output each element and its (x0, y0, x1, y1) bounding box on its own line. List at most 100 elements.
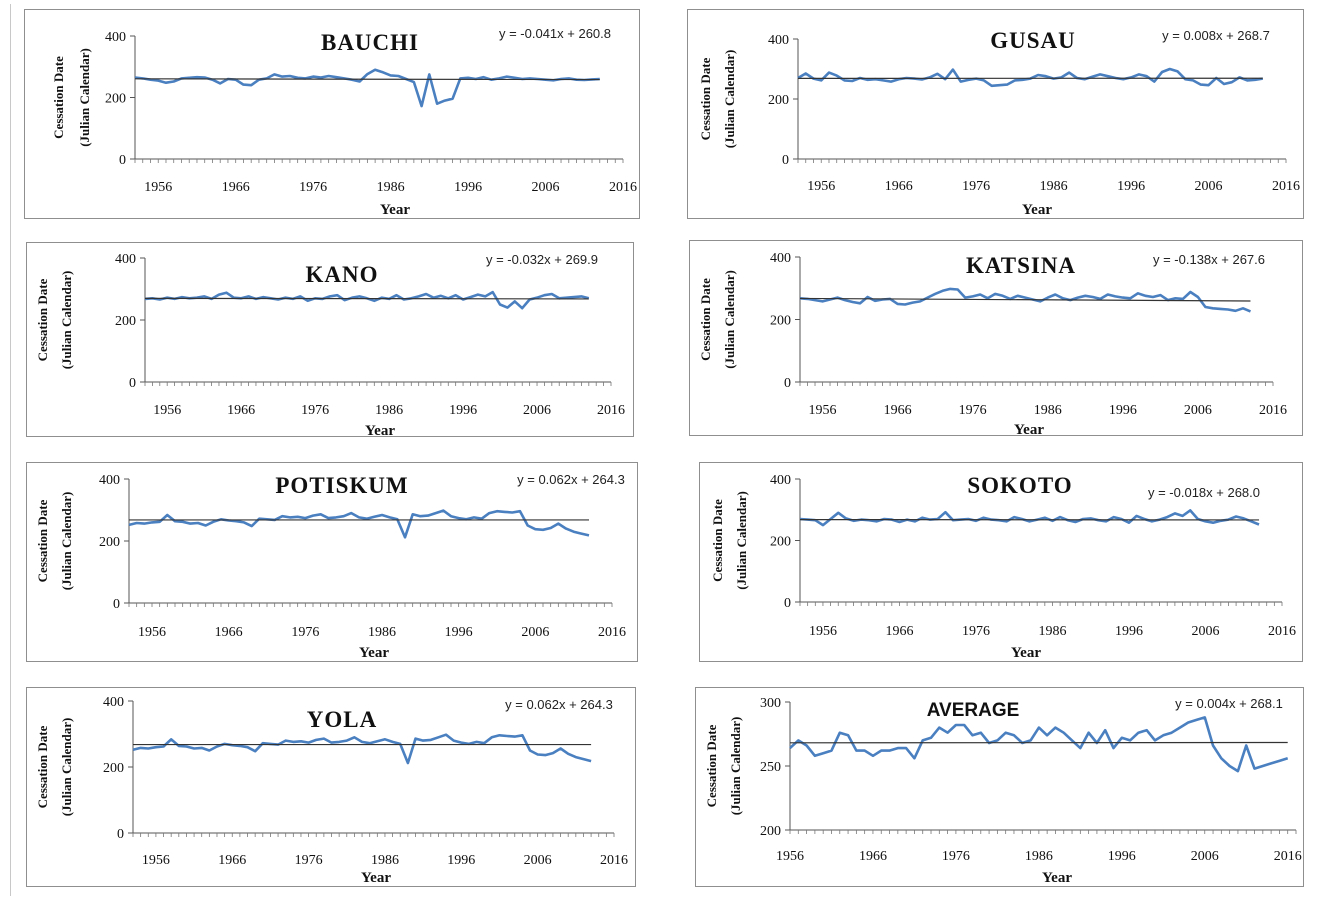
x-tick-label: 2006 (1184, 403, 1212, 418)
x-tick-label: 2016 (600, 853, 628, 868)
data-series-line-yola (132, 733, 592, 765)
x-axis-title: Year (1014, 422, 1044, 438)
chart-svg-bauchi: 0 200 400 1956 1966 1976 1986 1996 2006 2016 Year C… (51, 26, 637, 218)
y-axis-title-line2: (Julian Calendar) (59, 271, 74, 370)
data-series-line-potiskum (128, 509, 590, 539)
x-tick-label: 1986 (371, 853, 399, 868)
chart-svg-yola: 0 200 400 1956 1966 1976 1986 1996 2006 2016 Year C… (35, 695, 628, 886)
chart-svg-gusau: 0 200 400 1956 1966 1976 1986 1996 2006 2016 Year C… (698, 28, 1300, 218)
x-tick-label: 2016 (598, 625, 626, 640)
chart-title-average: AVERAGE (927, 700, 1020, 721)
x-tick-label: 1986 (377, 180, 405, 195)
y-tick-label: 200 (105, 92, 126, 107)
y-axis-title-line1: Cessation Date (35, 278, 50, 361)
y-tick-label: 200 (103, 761, 124, 776)
x-tick-label: 1996 (449, 403, 477, 418)
y-tick-label: 200 (770, 535, 791, 550)
x-tick-label: 1986 (375, 403, 403, 418)
y-tick-label: 400 (770, 473, 791, 488)
x-axis-title: Year (361, 870, 391, 886)
data-series-line-gusau (797, 67, 1263, 88)
x-tick-label: 1986 (1038, 624, 1066, 639)
x-tick-label: 2006 (1195, 179, 1223, 194)
x-axis-title: Year (1022, 202, 1052, 218)
x-tick-label: 1996 (447, 853, 475, 868)
x-tick-label: 1996 (1109, 403, 1137, 418)
x-tick-label: 1956 (807, 179, 835, 194)
y-tick-label: 400 (99, 473, 120, 488)
x-tick-label: 1956 (142, 853, 170, 868)
x-tick-label: 1976 (962, 179, 990, 194)
trend-line-katsina (799, 297, 1251, 302)
y-tick-label: 400 (105, 30, 126, 45)
y-axis-title-line2: (Julian Calendar) (734, 491, 749, 590)
y-axis-title-line1: Cessation Date (51, 56, 66, 139)
y-tick-label: 200 (115, 314, 136, 329)
data-series-line-katsina (799, 287, 1251, 313)
x-tick-label: 2006 (523, 403, 551, 418)
trend-equation-average: y = 0.004x + 268.1 (1175, 696, 1283, 711)
x-tick-label: 1986 (1034, 403, 1062, 418)
y-tick-label: 400 (768, 33, 789, 48)
chart-title-sokoto: SOKOTO (967, 473, 1072, 498)
y-tick-label: 0 (784, 596, 791, 611)
chart-panel-average: 200 250 300 1956 1966 1976 1986 1996 2006 2016 Yea… (695, 687, 1304, 887)
x-tick-label: 1956 (138, 625, 166, 640)
x-tick-label: 1996 (1117, 179, 1145, 194)
chart-panel-gusau: 0 200 400 1956 1966 1976 1986 1996 2006 2016 Year C… (687, 9, 1304, 219)
y-tick-label: 0 (117, 827, 124, 842)
chart-panel-katsina: 0 200 400 1956 1966 1976 1986 1996 2006 2016 Year C… (689, 240, 1303, 438)
y-axis-title-line1: Cessation Date (704, 724, 719, 807)
chart-title-bauchi: BAUCHI (321, 30, 419, 55)
y-tick-label: 0 (119, 153, 126, 168)
x-tick-label: 1996 (1115, 624, 1143, 639)
chart-title-gusau: GUSAU (990, 28, 1076, 53)
data-series-line-bauchi (134, 68, 600, 108)
y-axis-title-line1: Cessation Date (35, 499, 50, 582)
x-tick-label: 1986 (1040, 179, 1068, 194)
x-tick-label: 1996 (454, 180, 482, 195)
y-tick-label: 200 (768, 93, 789, 108)
chart-panel-sokoto: 0 200 400 1956 1966 1976 1986 1996 2006 2016 Year C… (699, 462, 1303, 662)
x-tick-label: 1976 (301, 403, 329, 418)
trend-equation-katsina: y = -0.138x + 267.6 (1153, 252, 1265, 267)
x-tick-label: 1976 (291, 625, 319, 640)
chart-panel-yola: 0 200 400 1956 1966 1976 1986 1996 2006 2016 Year C… (26, 687, 636, 887)
chart-svg-sokoto: 0 200 400 1956 1966 1976 1986 1996 2006 2016 Year C… (710, 473, 1296, 661)
chart-title-potiskum: POTISKUM (275, 473, 408, 498)
y-tick-label: 0 (784, 376, 791, 391)
trend-equation-potiskum: y = 0.062x + 264.3 (517, 472, 625, 487)
y-tick-label: 200 (760, 824, 781, 839)
y-axis-title-line2: (Julian Calendar) (722, 270, 737, 369)
chart-panel-bauchi: 0 200 400 1956 1966 1976 1986 1996 2006 2016 Year C… (24, 9, 640, 219)
y-axis-title-line2: (Julian Calendar) (728, 717, 743, 816)
x-tick-label: 1966 (215, 625, 243, 640)
y-axis-title-line2: (Julian Calendar) (59, 718, 74, 817)
y-tick-label: 300 (760, 696, 781, 711)
x-tick-label: 1986 (1025, 849, 1053, 864)
x-tick-label: 1956 (776, 849, 804, 864)
trend-equation-yola: y = 0.062x + 264.3 (505, 697, 613, 712)
y-tick-label: 200 (770, 314, 791, 329)
chart-svg-average: 200 250 300 1956 1966 1976 1986 1996 2006 2016 Yea… (704, 696, 1302, 886)
x-tick-label: 2016 (609, 180, 637, 195)
x-tick-label: 1966 (222, 180, 250, 195)
x-tick-label: 2006 (521, 625, 549, 640)
data-series-line-kano (144, 290, 590, 310)
y-axis-title-line1: Cessation Date (710, 499, 725, 582)
x-tick-label: 2006 (532, 180, 560, 195)
x-tick-label: 1966 (218, 853, 246, 868)
y-tick-label: 0 (782, 153, 789, 168)
x-tick-label: 1996 (1108, 849, 1136, 864)
y-tick-label: 400 (770, 251, 791, 266)
x-axis-title: Year (359, 645, 389, 661)
x-tick-label: 2006 (1191, 849, 1219, 864)
x-tick-label: 1956 (809, 624, 837, 639)
x-tick-label: 2016 (1268, 624, 1296, 639)
chart-panel-potiskum: 0 200 400 1956 1966 1976 1986 1996 2006 2016 Year C… (26, 462, 638, 662)
chart-title-katsina: KATSINA (966, 253, 1076, 278)
chart-svg-katsina: 0 200 400 1956 1966 1976 1986 1996 2006 2016 Year C… (698, 251, 1287, 438)
x-axis-title: Year (380, 202, 410, 218)
chart-svg-potiskum: 0 200 400 1956 1966 1976 1986 1996 2006 2016 Year C… (35, 472, 626, 661)
x-tick-label: 2006 (524, 853, 552, 868)
